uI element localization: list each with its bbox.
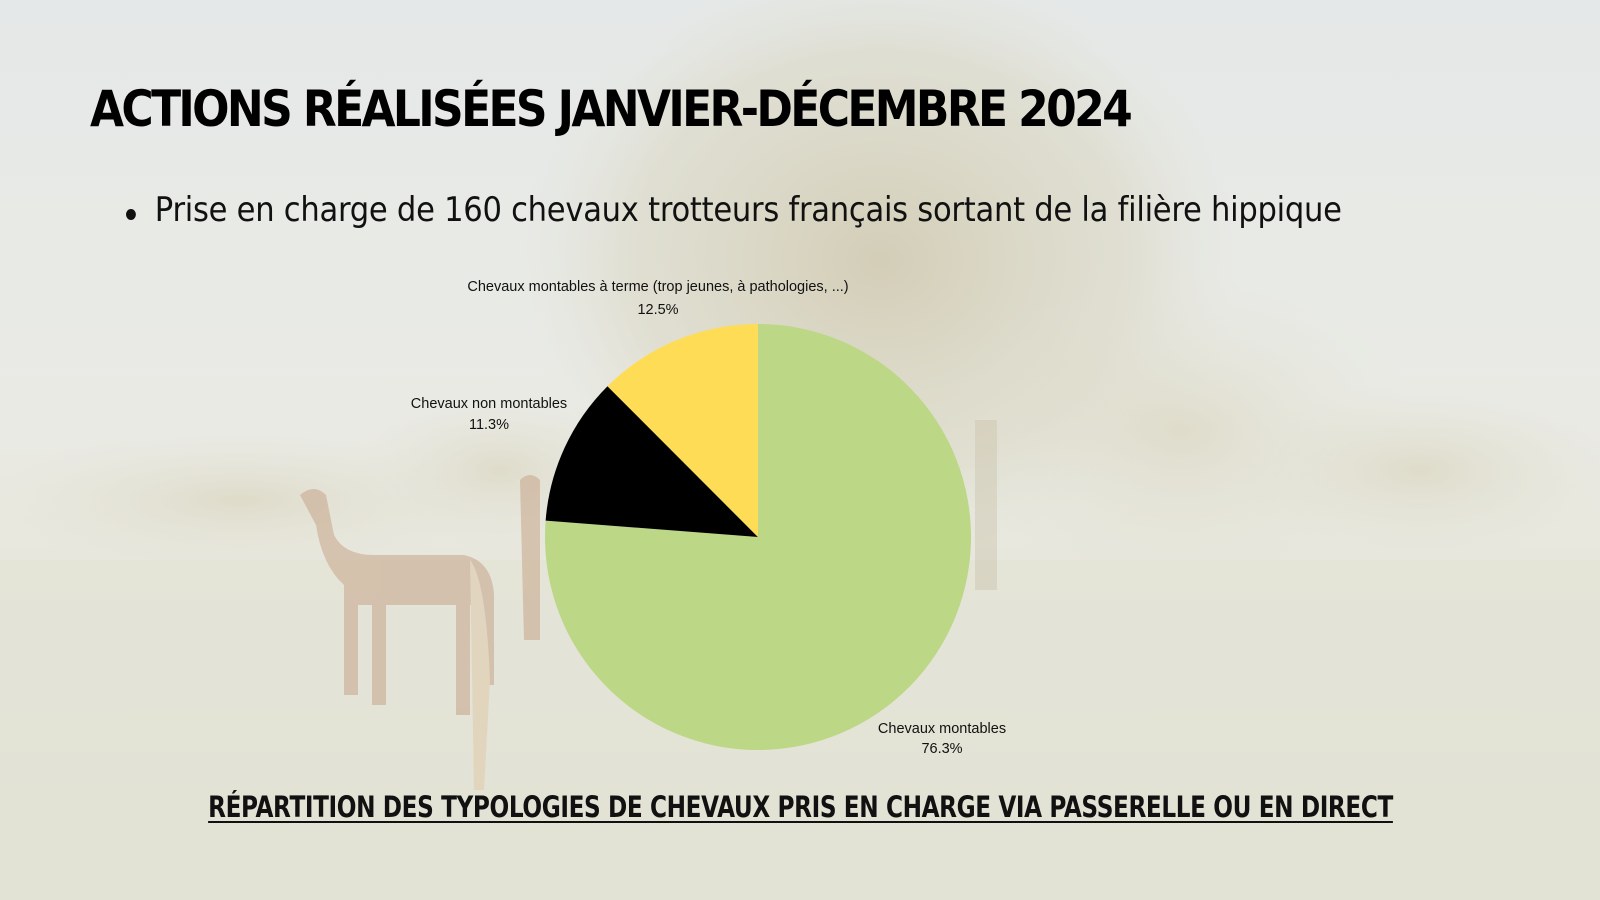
pie-slice-non-montables: [545, 386, 758, 537]
bullet-item: Prise en charge de 160 chevaux trotteurs…: [126, 190, 1342, 230]
pie-slice-montables-a-terme: [607, 324, 758, 537]
pie-slices: [545, 324, 971, 750]
bullet-dot-icon: [126, 209, 136, 220]
slice-value-montables-a-terme: 12.5%: [637, 302, 678, 318]
slice-value-non-montables: 11.3%: [469, 417, 509, 433]
chart-caption-text: RÉPARTITION DES TYPOLOGIES DE CHEVAUX PR…: [207, 790, 1393, 824]
bullet-text: Prise en charge de 160 chevaux trotteurs…: [154, 190, 1342, 230]
slide-title: ACTIONS RÉALISÉES JANVIER-DÉCEMBRE 2024: [90, 80, 1133, 138]
chart-caption: RÉPARTITION DES TYPOLOGIES DE CHEVAUX PR…: [0, 790, 1600, 824]
slice-label-montables-a-terme: Chevaux montables à terme (trop jeunes, …: [467, 279, 848, 295]
slice-label-montables: Chevaux montables: [878, 721, 1006, 737]
slice-value-montables: 76.3%: [921, 741, 962, 757]
bullet-list: Prise en charge de 160 chevaux trotteurs…: [126, 190, 1477, 230]
slice-label-non-montables: Chevaux non montables: [411, 396, 567, 412]
pie-labels: Chevaux montables 76.3% Chevaux non mont…: [411, 279, 1006, 757]
